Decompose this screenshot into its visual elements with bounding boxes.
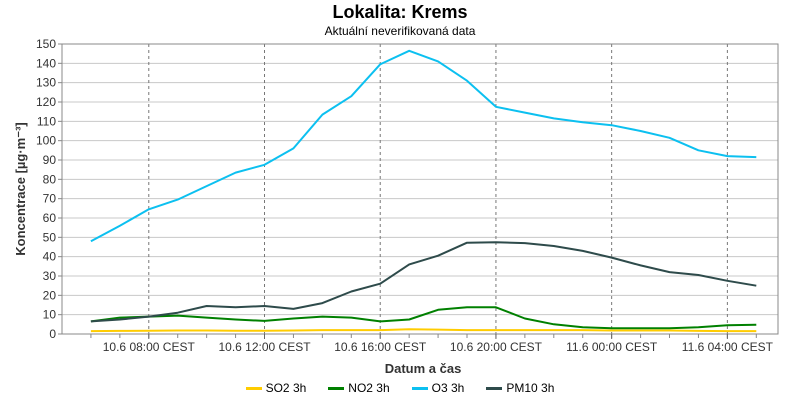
y-tick-label: 10 [43,308,57,322]
series-line-pm10 [90,241,757,323]
legend-swatch [486,386,503,390]
y-tick-label: 0 [49,327,56,341]
y-tick-label: 60 [43,211,57,225]
legend-item-so2: SO2 3h [245,381,307,395]
legend: SO2 3h NO2 3h O3 3h PM10 3h [0,381,800,395]
y-tick-label: 120 [36,95,56,109]
y-tick-label: 50 [43,230,57,244]
y-tick-label: 20 [43,288,57,302]
legend-swatch [411,386,428,390]
y-tick-label: 30 [43,269,57,283]
y-tick-label: 100 [36,134,56,148]
y-tick-label: 70 [43,192,57,206]
chart-subtitle: Aktuální neverifikovaná data [324,24,476,38]
plot-area [61,43,779,335]
y-tick-label: 110 [37,114,56,128]
y-tick-label: 40 [43,250,57,264]
x-tick-label: 10.6 12:00 CEST [218,340,311,354]
grid [62,43,778,334]
y-tick-label: 80 [43,172,57,186]
x-axis-ticks: 10.6 08:00 CEST 10.6 12:00 CEST 10.6 16:00… [90,334,774,354]
x-tick-label: 10.6 16:00 CEST [334,340,427,354]
legend-item-no2: NO2 3h [328,381,390,395]
legend-item-o3: O3 3h [411,381,465,395]
y-tick-label: 130 [36,76,56,90]
y-tick-label: 90 [43,153,57,167]
x-tick-label: 11.6 00:00 CEST [566,340,658,354]
legend-swatch [328,386,345,390]
x-tick-label: 11.6 04:00 CEST [682,340,774,354]
y-axis-label: Koncentrace [µg·m⁻³] [13,122,28,256]
legend-item-pm10: PM10 3h [486,381,554,395]
series-line-so2 [90,328,757,333]
chart-title: Lokalita: Krems [332,2,468,22]
legend-swatch [245,386,262,390]
y-axis-ticks: 0 10 20 30 40 50 60 70 80 90 100 110 120 130 140 150 [36,37,62,341]
x-axis-label: Datum a čas [385,361,462,376]
legend-label: PM10 3h [506,381,555,395]
x-tick-label: 10.6 08:00 CEST [103,340,196,354]
y-tick-label: 140 [36,56,56,70]
series-line-no2 [90,306,757,330]
series [90,49,757,333]
series-line-o3 [90,49,757,243]
legend-label: NO2 3h [348,381,390,395]
legend-label: SO2 3h [265,381,307,395]
legend-label: O3 3h [431,381,465,395]
y-tick-label: 150 [36,37,56,51]
x-tick-label: 10.6 20:00 CEST [450,340,543,354]
